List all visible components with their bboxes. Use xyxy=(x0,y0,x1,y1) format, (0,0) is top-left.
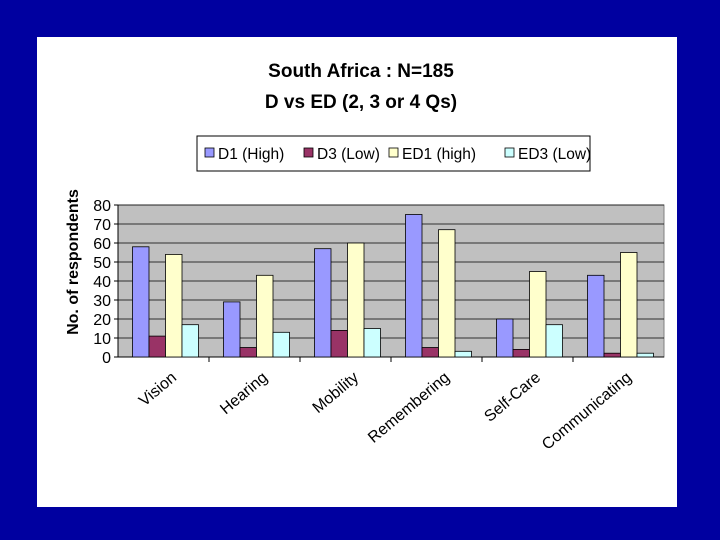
x-tick-label: Communicating xyxy=(539,369,635,453)
bar-2-self-care xyxy=(512,348,530,358)
chart-svg: South Africa : N=185 D vs ED (2, 3 or 4 … xyxy=(65,61,665,454)
legend-swatch-4 xyxy=(504,147,515,158)
x-tick-label: Hearing xyxy=(217,369,271,418)
x-tick-label: Remembering xyxy=(365,369,453,447)
y-tick-label: 70 xyxy=(93,217,111,234)
bar-3-self-care xyxy=(529,271,547,358)
bar-3-hearing xyxy=(256,274,274,358)
y-tick-label: 60 xyxy=(93,236,111,253)
x-tick-label: Self-Care xyxy=(481,369,544,426)
bar-1-hearing xyxy=(223,301,241,358)
legend-swatch-2 xyxy=(303,147,314,158)
bar-4-communicating xyxy=(636,352,654,358)
x-tick-label: Vision xyxy=(136,369,180,410)
bar-3-vision xyxy=(165,253,183,358)
y-tick-label: 40 xyxy=(93,274,111,291)
bar-1-mobility xyxy=(314,248,332,358)
bar-1-communicating xyxy=(587,274,605,358)
legend-swatch-3 xyxy=(388,147,399,158)
y-tick-label: 50 xyxy=(93,255,111,272)
y-axis-label: No. of respondents xyxy=(65,189,82,335)
bar-3-mobility xyxy=(347,242,365,358)
legend-label-3: ED1 (high) xyxy=(402,146,476,163)
y-tick-label: 10 xyxy=(93,331,111,348)
legend: D1 (High) D3 (Low) ED1 (high) ED3 (Low) xyxy=(196,135,591,172)
legend-label-2: D3 (Low) xyxy=(317,146,380,163)
bar-4-self-care xyxy=(545,324,563,358)
chart-panel: South Africa : N=185 D vs ED (2, 3 or 4 … xyxy=(37,37,677,507)
y-tick-label: 30 xyxy=(93,293,111,310)
chart-title: South Africa : N=185 xyxy=(268,61,454,82)
bar-3-remembering xyxy=(438,229,456,358)
legend-swatch-1 xyxy=(204,147,215,158)
y-tick-label: 80 xyxy=(93,198,111,215)
bar-2-remembering xyxy=(421,347,439,358)
bar-2-mobility xyxy=(330,329,348,358)
bar-4-mobility xyxy=(363,328,381,358)
x-tick-label: Mobility xyxy=(310,369,362,417)
bar-4-hearing xyxy=(272,331,290,358)
bar-1-vision xyxy=(132,246,150,358)
bar-2-hearing xyxy=(239,347,257,358)
y-tick-label: 20 xyxy=(93,312,111,329)
bar-2-communicating xyxy=(603,352,621,358)
bar-4-remembering xyxy=(454,350,472,358)
legend-label-1: D1 (High) xyxy=(218,146,284,163)
plot-area: 0 10 20 30 40 50 60 70 80 Vision Hearing Mobility Re… xyxy=(93,198,665,454)
y-tick-label: 0 xyxy=(102,350,111,367)
legend-label-4: ED3 (Low) xyxy=(518,146,591,163)
bar-1-self-care xyxy=(496,318,514,358)
bar-2-vision xyxy=(148,335,166,358)
bar-4-vision xyxy=(181,324,199,358)
bar-1-remembering xyxy=(405,214,423,358)
chart-subtitle: D vs ED (2, 3 or 4 Qs) xyxy=(265,92,457,113)
bar-3-communicating xyxy=(620,252,638,358)
